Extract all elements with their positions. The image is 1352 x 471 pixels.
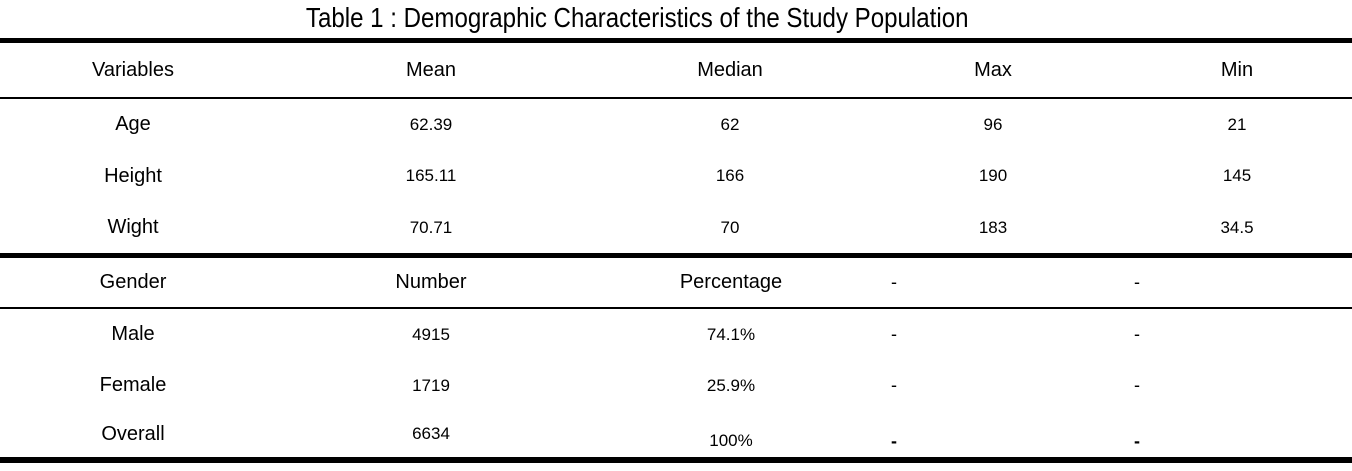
cell-height-median: 166	[715, 166, 745, 185]
cell-height-label: Height	[104, 164, 162, 187]
cell-wight-max: 183	[978, 217, 1008, 237]
table-row-height: Height 165.11 166 190 145	[0, 150, 1352, 202]
cell-height-mean: 165.11	[405, 166, 457, 185]
table-row-wight: Wight 70.71 70 183 34.5	[0, 202, 1352, 253]
cell-overall-dash-1: -	[891, 430, 897, 451]
cell-male-dash-2: -	[1134, 324, 1140, 344]
header-percentage: Percentage	[679, 271, 783, 293]
cell-female-dash-1: -	[891, 375, 897, 395]
rule-bottom-thick	[0, 457, 1352, 463]
header-dash-2: -	[1134, 272, 1140, 292]
table-row-age: Age 62.39 62 96 21	[0, 99, 1352, 150]
rule-top-thick	[0, 38, 1352, 43]
cell-female-label: Female	[99, 374, 167, 396]
cell-age-label: Age	[115, 113, 151, 135]
header-variables: Variables	[92, 58, 174, 81]
cell-age-median: 62	[720, 114, 740, 134]
gender-header-row: Gender Number Percentage - -	[0, 258, 1352, 307]
table-title-text: Table 1 : Demographic Characteristics of…	[305, 2, 969, 33]
rule-under-gender-header	[0, 307, 1352, 309]
table-row-overall: Overall 6634 100% - -	[0, 411, 1352, 457]
rule-under-header	[0, 97, 1352, 99]
table-row-male: Male 4915 74.1% - -	[0, 309, 1352, 360]
cell-overall-label: Overall	[101, 422, 165, 445]
cell-overall-percentage: 100%	[709, 431, 753, 450]
cell-overall-number: 6634	[412, 424, 450, 443]
stats-header-row: Variables Mean Median Max Min	[0, 43, 1352, 97]
header-dash-1: -	[891, 272, 897, 292]
cell-age-mean: 62.39	[409, 114, 453, 134]
cell-wight-mean: 70.71	[409, 217, 453, 237]
cell-female-percentage: 25.9%	[706, 375, 756, 395]
cell-male-label: Male	[111, 323, 155, 345]
cell-wight-label: Wight	[107, 216, 159, 238]
cell-wight-min: 34.5	[1220, 217, 1254, 237]
header-median: Median	[697, 58, 763, 81]
cell-male-percentage: 74.1%	[706, 324, 756, 344]
header-number: Number	[395, 271, 467, 293]
header-max: Max	[974, 58, 1012, 81]
cell-age-min: 21	[1227, 114, 1247, 134]
cell-wight-median: 70	[720, 217, 740, 237]
rule-section-divider	[0, 253, 1352, 258]
header-mean: Mean	[405, 58, 457, 81]
header-gender: Gender	[99, 271, 167, 293]
cell-male-number: 4915	[412, 324, 450, 344]
cell-overall-dash-2: -	[1134, 430, 1140, 451]
cell-female-dash-2: -	[1134, 375, 1140, 395]
cell-male-dash-1: -	[891, 324, 897, 344]
header-min: Min	[1220, 58, 1254, 81]
cell-height-max: 190	[978, 166, 1008, 185]
cell-age-max: 96	[983, 114, 1003, 134]
table-title: Table 1 : Demographic Characteristics of…	[0, 0, 1352, 38]
cell-height-min: 145	[1222, 166, 1252, 185]
table-row-female: Female 1719 25.9% - -	[0, 360, 1352, 411]
cell-female-number: 1719	[412, 375, 450, 395]
